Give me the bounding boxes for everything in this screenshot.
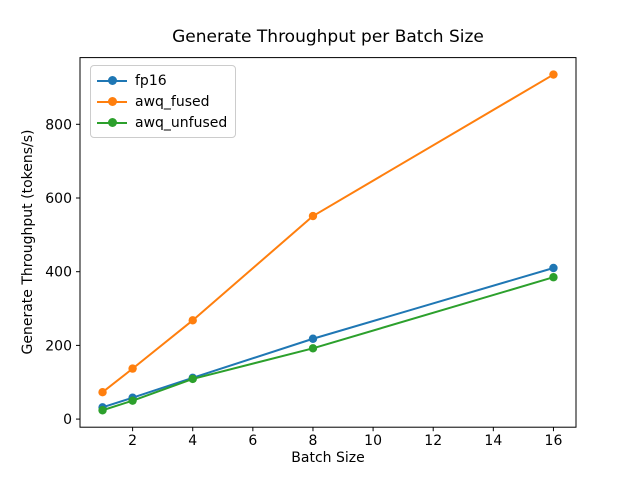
legend-label: awq_unfused (135, 114, 228, 131)
y-tick-label: 600 (45, 191, 72, 207)
y-tick-label: 0 (63, 412, 72, 428)
legend-marker-fp16 (97, 76, 127, 85)
y-axis-label-text: Generate Throughput (tokens/s) (20, 129, 36, 355)
plot-frame (79, 57, 577, 428)
data-point-awq_fused (98, 387, 107, 397)
x-axis-label: Batch Size (291, 450, 365, 466)
x-tick-label: 16 (545, 433, 563, 449)
legend-entry-fp16: fp16 (97, 70, 227, 91)
y-tick-label: 800 (45, 117, 72, 133)
data-point-awq_unfused (188, 374, 197, 384)
y-tick-label: 400 (45, 265, 72, 281)
legend-marker-awq-unfused (97, 118, 127, 127)
legend-label: fp16 (135, 72, 167, 89)
legend: fp16 awq_fused awq_unfused (90, 65, 237, 138)
data-point-awq_fused (308, 211, 318, 221)
x-tick-label: 8 (309, 433, 318, 449)
x-tick-label: 14 (484, 433, 502, 449)
data-point-awq_unfused (549, 273, 558, 282)
y-tick-label: 200 (45, 338, 72, 354)
data-point-fp16 (308, 334, 318, 343)
data-point-awq_unfused (128, 396, 137, 405)
x-tick-label: 6 (248, 433, 257, 449)
data-point-awq_unfused (98, 406, 107, 415)
legend-marker-awq-fused (97, 97, 127, 106)
legend-label: awq_fused (135, 93, 210, 110)
data-point-awq_fused (549, 70, 558, 79)
legend-entry-awq-unfused: awq_unfused (97, 112, 227, 133)
chart-title: Generate Throughput per Batch Size (172, 27, 484, 47)
legend-entry-awq-fused: awq_fused (97, 91, 227, 112)
x-tick-label: 4 (188, 433, 197, 449)
x-tick-label: 10 (364, 433, 382, 449)
x-tick-label: 12 (424, 433, 442, 449)
data-point-awq_unfused (308, 344, 318, 353)
x-tick-label: 2 (128, 433, 137, 449)
data-point-awq_fused (128, 364, 137, 373)
data-point-fp16 (549, 263, 558, 273)
series-line-awq_unfused (102, 276, 554, 412)
data-point-awq_fused (188, 316, 197, 325)
